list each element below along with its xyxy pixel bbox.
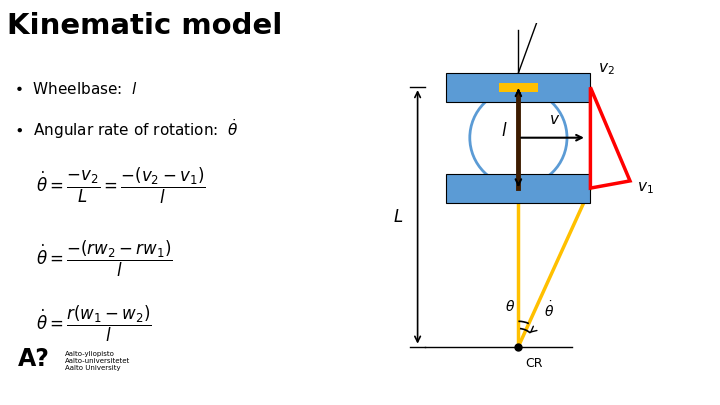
Text: A?: A? [18,347,50,371]
Text: $\theta$: $\theta$ [505,299,515,314]
Text: $\dot{\theta} = \dfrac{-(rw_2-rw_1)}{l}$: $\dot{\theta} = \dfrac{-(rw_2-rw_1)}{l}$ [36,239,173,279]
Bar [446,174,590,202]
Text: Aalto-yliopisto
Aalto-universitetet
Aalto University: Aalto-yliopisto Aalto-universitetet Aalt… [65,351,130,371]
Text: $\bullet$  Angular rate of rotation:  $\dot{\theta}$: $\bullet$ Angular rate of rotation: $\do… [14,117,239,141]
Text: $v$: $v$ [549,112,560,127]
Text: $v_1$: $v_1$ [637,180,654,196]
Bar [446,73,590,102]
Text: $\dot{\theta} = \dfrac{r(w_1-w_2)}{l}$: $\dot{\theta} = \dfrac{r(w_1-w_2)}{l}$ [36,304,152,344]
Text: $\dot{\theta} = \dfrac{-v_2}{L} = \dfrac{-(v_2-v_1)}{l}$: $\dot{\theta} = \dfrac{-v_2}{L} = \dfrac… [36,166,205,206]
Text: •  Wheelbase:  $l$: • Wheelbase: $l$ [14,81,138,97]
Text: Kinematic model: Kinematic model [7,12,282,40]
Text: CR: CR [526,357,543,370]
Text: $v_2$: $v_2$ [598,61,614,77]
Text: $\dot{\theta}$: $\dot{\theta}$ [544,301,554,320]
Bar [498,83,539,92]
Text: $l$: $l$ [501,122,508,139]
Text: $L$: $L$ [393,208,403,226]
